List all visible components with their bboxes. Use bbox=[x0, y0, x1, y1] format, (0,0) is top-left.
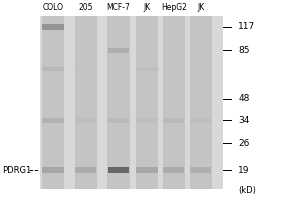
Text: PDRG1: PDRG1 bbox=[2, 166, 32, 175]
Bar bbox=[163, 118, 184, 123]
Text: 48: 48 bbox=[238, 94, 250, 103]
Bar bbox=[108, 48, 129, 53]
Bar bbox=[136, 16, 158, 189]
Bar bbox=[190, 118, 211, 123]
Bar bbox=[42, 24, 64, 30]
Text: JK: JK bbox=[197, 3, 204, 12]
Bar bbox=[75, 16, 97, 189]
Text: 117: 117 bbox=[238, 22, 255, 31]
Bar bbox=[136, 67, 158, 71]
Bar bbox=[42, 167, 64, 173]
Text: COLO: COLO bbox=[43, 3, 64, 12]
Text: JK: JK bbox=[143, 3, 151, 12]
Bar bbox=[163, 67, 184, 71]
Text: 26: 26 bbox=[238, 139, 250, 148]
Bar bbox=[42, 118, 64, 123]
Bar bbox=[108, 118, 129, 123]
Bar bbox=[190, 16, 212, 189]
Bar bbox=[40, 16, 223, 189]
Text: 85: 85 bbox=[238, 46, 250, 55]
Text: HepG2: HepG2 bbox=[161, 3, 187, 12]
Bar bbox=[190, 167, 211, 173]
Bar bbox=[42, 67, 64, 71]
Text: MCF-7: MCF-7 bbox=[107, 3, 130, 12]
Bar bbox=[136, 167, 158, 173]
Text: 34: 34 bbox=[238, 116, 250, 125]
Bar bbox=[75, 67, 96, 71]
Text: 19: 19 bbox=[238, 166, 250, 175]
Bar bbox=[42, 16, 64, 189]
Bar bbox=[75, 167, 96, 173]
Bar bbox=[163, 167, 184, 173]
Bar bbox=[108, 167, 129, 173]
Text: (kD): (kD) bbox=[238, 186, 256, 195]
Text: 205: 205 bbox=[79, 3, 93, 12]
Bar bbox=[107, 16, 130, 189]
Bar bbox=[75, 118, 96, 123]
Bar bbox=[136, 118, 158, 123]
Bar bbox=[163, 16, 185, 189]
